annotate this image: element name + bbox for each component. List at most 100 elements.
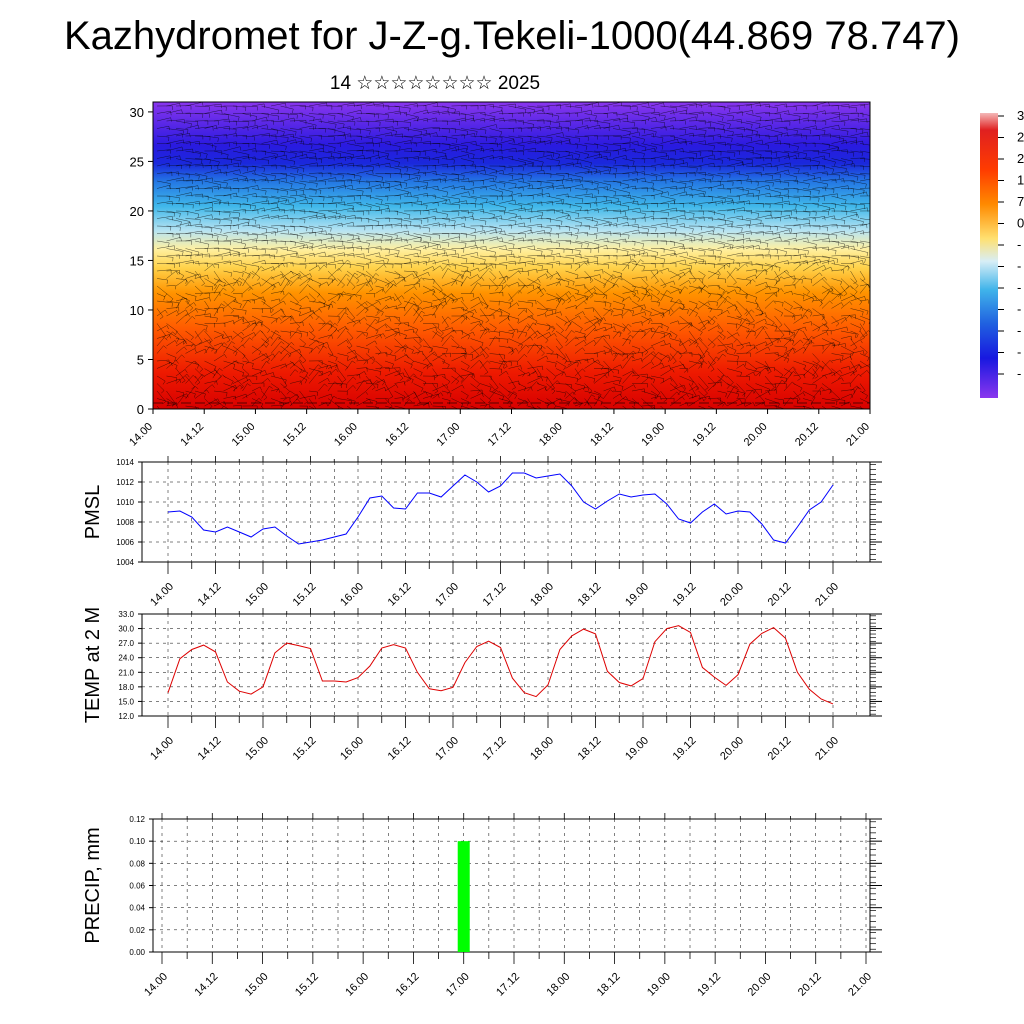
wind-barb-flag	[558, 298, 561, 303]
wind-barb	[612, 203, 629, 207]
wind-barb	[707, 300, 718, 303]
wind-barb	[612, 345, 625, 354]
wind-barb-flag	[323, 264, 328, 268]
wind-barb	[717, 263, 727, 272]
wind-barb	[242, 135, 255, 137]
wind-barb	[318, 113, 336, 116]
wind-barb-flag	[198, 341, 203, 345]
wind-barb-flag	[720, 235, 722, 240]
wind-barb	[422, 243, 440, 249]
wind-barb-flag	[255, 148, 257, 153]
wind-barb	[631, 150, 645, 154]
wind-barb	[280, 292, 289, 302]
wind-barb	[536, 288, 544, 294]
wind-barb	[299, 273, 311, 279]
wind-barb-flag	[579, 328, 583, 332]
wind-barb-flag	[880, 322, 881, 326]
wind-barb	[232, 270, 244, 274]
wind-barb-flag	[354, 293, 358, 298]
wind-barb-flag	[838, 175, 840, 180]
wind-barb-flag	[540, 294, 544, 298]
wind-barb-flag	[798, 153, 800, 158]
wind-barb-flag	[691, 186, 693, 191]
wind-barb	[299, 315, 311, 324]
wind-barb	[755, 214, 772, 219]
wind-barb-flag	[722, 125, 725, 129]
wind-barb-flag	[830, 267, 833, 271]
wind-barb	[688, 285, 703, 290]
wind-barb	[213, 180, 228, 184]
wind-barb-flag	[560, 311, 562, 316]
wind-barb-flag	[226, 182, 228, 187]
wind-barb-flag	[724, 349, 729, 353]
wind-barb	[831, 224, 850, 227]
wind-barb-flag	[369, 259, 372, 264]
wind-barb	[821, 215, 835, 219]
wind-barb	[470, 345, 480, 356]
wind-barb-flag	[548, 332, 552, 336]
wind-barb-flag	[571, 321, 576, 324]
wind-barb-flag	[276, 140, 278, 145]
wind-barb	[242, 178, 255, 182]
wind-barb	[726, 332, 738, 339]
wind-barb	[308, 172, 323, 174]
wind-barb	[403, 261, 419, 264]
wind-barb-flag	[485, 320, 490, 323]
wind-barb	[603, 180, 622, 183]
wind-barb	[802, 308, 809, 317]
wind-barb-flag	[790, 162, 792, 167]
wind-barb	[223, 177, 238, 182]
wind-barb	[337, 326, 346, 332]
wind-barb	[508, 112, 524, 114]
wind-barb	[631, 135, 645, 140]
wind-barb-flag	[398, 331, 401, 336]
wind-barb	[327, 329, 337, 339]
wind-barb-flag	[311, 199, 313, 204]
wind-barb-flag	[620, 273, 622, 278]
wind-barb-flag	[583, 300, 587, 305]
wind-barb	[194, 214, 212, 219]
wind-barb	[603, 102, 622, 107]
wind-barb	[764, 188, 781, 193]
wind-barb-flag	[876, 154, 877, 158]
wind-barb	[755, 341, 766, 347]
wind-barb	[299, 162, 318, 167]
wind-barb-flag	[312, 243, 314, 248]
wind-barb	[565, 128, 579, 131]
wind-barb-flag	[468, 154, 470, 159]
wind-barb	[755, 210, 772, 213]
wind-barb-flag	[863, 190, 865, 195]
wind-barb-flag	[850, 336, 853, 341]
wind-barb-flag	[454, 329, 457, 334]
wind-barb	[679, 210, 695, 214]
wind-barb-flag	[447, 268, 452, 271]
wind-barb-flag	[688, 280, 691, 285]
wind-barb	[840, 118, 859, 122]
wind-barb	[156, 125, 169, 129]
wind-barb	[831, 278, 842, 282]
wind-barb	[631, 240, 644, 245]
wind-barb	[679, 132, 694, 137]
wind-barb	[270, 229, 289, 234]
wind-barb-flag	[291, 109, 294, 114]
wind-barb	[251, 158, 269, 161]
wind-barb	[840, 210, 857, 213]
wind-barb	[356, 225, 373, 227]
wind-barb-flag	[175, 271, 179, 275]
wind-barb-flag	[410, 221, 412, 226]
wind-barb-flag	[228, 126, 230, 131]
wind-barb-flag	[466, 131, 469, 136]
wind-barb	[489, 169, 503, 174]
wind-barb-flag	[679, 341, 681, 346]
wind-barb-flag	[478, 323, 482, 327]
wind-barb	[717, 223, 732, 227]
wind-barb-flag	[679, 355, 683, 359]
wind-barb-flag	[226, 154, 229, 159]
wind-barb	[707, 218, 726, 221]
wind-barb-flag	[381, 311, 384, 316]
wind-barb	[223, 248, 240, 253]
wind-barb	[527, 323, 538, 336]
wind-barb	[821, 240, 839, 242]
wind-barb	[736, 104, 752, 107]
wind-barb	[232, 277, 240, 287]
